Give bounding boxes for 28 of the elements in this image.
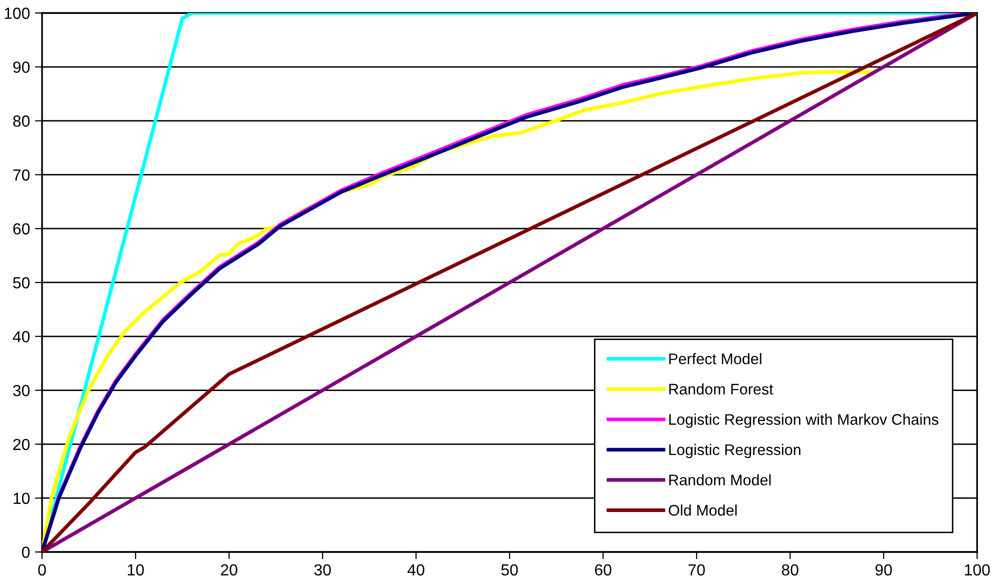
x-tick-label: 40 bbox=[408, 564, 424, 576]
legend-label: Random Model bbox=[669, 474, 771, 486]
legend-label: Perfect Model bbox=[669, 353, 762, 364]
y-tick-label: 0 bbox=[22, 546, 30, 558]
legend-label: Logistic Regression bbox=[669, 444, 800, 458]
x-tick-label: 50 bbox=[501, 564, 518, 576]
x-tick-label: 30 bbox=[314, 564, 331, 576]
y-tick-label: 80 bbox=[13, 115, 30, 127]
x-tick-label: 60 bbox=[595, 564, 612, 576]
y-tick-label: 90 bbox=[13, 62, 30, 73]
y-tick-label: 10 bbox=[14, 492, 30, 504]
y-tick-label: 50 bbox=[13, 277, 30, 288]
y-tick-label: 20 bbox=[13, 438, 30, 450]
x-tick-label: 70 bbox=[688, 564, 705, 576]
y-tick-label: 30 bbox=[13, 384, 30, 396]
y-tick-label: 100 bbox=[4, 8, 30, 19]
x-tick-label: 100 bbox=[964, 564, 990, 576]
y-tick-label: 40 bbox=[12, 331, 30, 342]
x-tick-label: 80 bbox=[782, 564, 798, 576]
legend-label: Random Forest bbox=[669, 383, 774, 395]
x-tick-label: 20 bbox=[220, 564, 238, 576]
x-tick-label: 0 bbox=[38, 564, 46, 576]
x-tick-label: 90 bbox=[875, 564, 892, 576]
y-tick-label: 70 bbox=[13, 169, 30, 181]
legend-label: Logistic Regression with Markov Chains bbox=[669, 414, 938, 428]
x-tick-label: 10 bbox=[128, 564, 144, 576]
y-tick-label: 60 bbox=[13, 223, 30, 235]
legend-label: Old Model bbox=[668, 504, 737, 516]
